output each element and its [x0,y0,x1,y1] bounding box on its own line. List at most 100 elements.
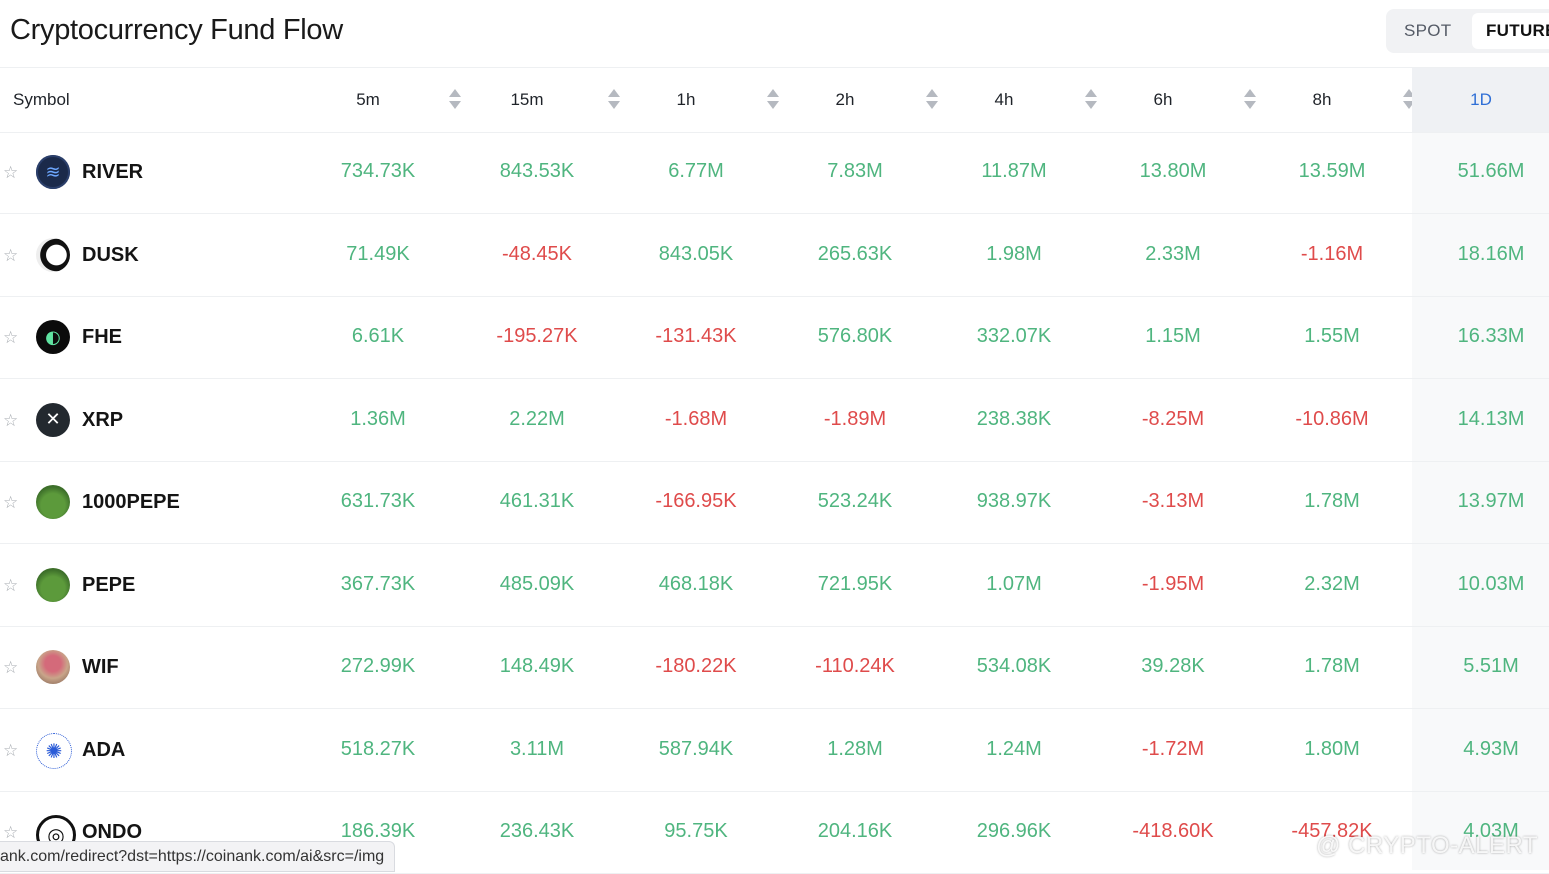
futures-tab[interactable]: FUTURES [1472,13,1549,49]
column-header-6h[interactable]: 6h [1113,68,1272,132]
flow-value-1h: -131.43K [655,325,737,347]
symbol-name[interactable]: 1000PEPE [82,491,180,513]
flow-value-2h: 204.16K [817,820,893,842]
symbol-name[interactable]: RIVER [82,161,144,183]
pepe-frog-icon [36,485,70,519]
flow-value-4h: 296.96K [976,820,1052,842]
favorite-star-icon[interactable]: ☆ [3,823,19,842]
flow-value-1d: 13.97M [1457,490,1525,512]
sort-down-icon [608,101,620,109]
column-header-1d[interactable]: 1D [1412,68,1549,132]
table-header: Symbol 5m 15m 1h 2h 4h 6h 8h 1D [0,67,1549,133]
symbol-name[interactable]: ADA [82,738,126,761]
table-row[interactable]: ☆ DUSK 71.49K -48.45K 843.05K 265.63K 1.98M 2.3… [0,214,1549,297]
column-header-5m[interactable]: 5m [318,68,477,132]
sort-up-icon [1403,89,1415,97]
sort-arrows-icon[interactable] [449,89,461,111]
sort-arrows-icon[interactable] [767,89,779,111]
wif-dog-icon [36,650,70,684]
column-header-2h[interactable]: 2h [795,68,954,132]
flow-value-8h: 1.78M [1304,655,1360,677]
flow-value-1h: 843.05K [658,242,734,265]
flow-value-2h: -1.89M [823,407,887,430]
flow-value-1d: 18.16M [1457,242,1525,265]
sort-up-icon [608,89,620,97]
favorite-star-icon[interactable]: ☆ [3,163,19,182]
flow-value-15m: 236.43K [499,820,575,842]
column-header-label: 6h [1153,90,1173,109]
flow-value-2h: 576.80K [817,325,893,347]
flow-value-1h: 587.94K [658,737,734,760]
favorite-star-icon[interactable]: ☆ [3,328,19,347]
flow-value-5m: 6.61K [351,325,405,347]
flow-value-1d: 16.33M [1457,325,1525,347]
symbol-name[interactable]: XRP [82,408,124,431]
favorite-star-icon[interactable]: ☆ [3,245,19,265]
symbol-name[interactable]: DUSK [82,243,139,266]
table-row[interactable]: ☆ ✕ XRP 1.36M 2.22M -1.68M -1.89M 238.38K -8.25M… [0,379,1549,462]
flow-value-6h: -1.95M [1141,572,1205,595]
column-header-label: 1h [676,90,696,109]
favorite-star-icon[interactable]: ☆ [3,658,19,677]
flow-value-15m: 461.31K [499,490,575,512]
dusk-coin-icon [36,237,70,272]
flow-value-8h: 13.59M [1298,160,1366,182]
table-row[interactable]: ☆ PEPE 367.73K 485.09K 468.18K 721.95K 1.07M -1… [0,544,1549,627]
symbol-name[interactable]: PEPE [82,573,136,596]
table-row[interactable]: ☆ 1000PEPE 631.73K 461.31K -166.95K 523.24K 93… [0,461,1549,544]
sort-down-icon [926,101,938,109]
flow-value-1d: 51.66M [1457,160,1525,182]
table-row[interactable]: ☆ WIF 272.99K 148.49K -180.22K -110.24K 534.08… [0,626,1549,709]
flow-value-1d: 4.93M [1463,737,1519,760]
flow-value-15m: 3.11M [509,737,565,760]
flow-value-5m: 367.73K [340,572,416,595]
sort-up-icon [449,89,461,97]
column-header-8h[interactable]: 8h [1272,68,1431,132]
favorite-star-icon[interactable]: ☆ [3,740,19,760]
flow-value-2h: 721.95K [817,572,893,595]
flow-value-2h: 265.63K [817,242,893,265]
column-header-15m[interactable]: 15m [477,68,636,132]
page-title: Cryptocurrency Fund Flow [10,14,343,46]
xrp-coin-icon: ✕ [36,402,70,437]
favorite-star-icon[interactable]: ☆ [3,493,19,512]
symbol-name[interactable]: WIF [82,656,119,678]
flow-value-1h: -1.68M [664,407,728,430]
table-row[interactable]: ☆ ≋ RIVER 734.73K 843.53K 6.77M 7.83M 11.87M 13.… [0,131,1549,214]
flow-value-15m: 843.53K [499,160,575,182]
flow-value-15m: 148.49K [499,655,575,677]
symbol-name[interactable]: ONDO [82,821,142,843]
flow-value-5m: 734.73K [340,160,416,182]
flow-value-5m: 1.36M [350,407,406,430]
table-row[interactable]: ☆ ✺ ADA 518.27K 3.11M 587.94K 1.28M 1.24M -1.72M… [0,709,1549,792]
flow-value-5m: 272.99K [340,655,416,677]
flow-value-4h: 11.87M [981,160,1047,182]
sort-arrows-icon[interactable] [608,89,620,111]
symbol-header[interactable]: Symbol [13,90,70,109]
flow-value-15m: -195.27K [496,325,578,347]
favorite-star-icon[interactable]: ☆ [3,575,19,595]
sort-down-icon [1085,101,1097,109]
favorite-star-icon[interactable]: ☆ [3,410,19,430]
flow-value-15m: 485.09K [499,572,575,595]
flow-value-6h: -8.25M [1141,407,1205,430]
flow-value-4h: 938.97K [976,490,1052,512]
flow-value-6h: -1.72M [1141,737,1205,760]
sort-arrows-icon[interactable] [1403,89,1415,111]
sort-arrows-icon[interactable] [926,89,938,111]
flow-value-6h: 39.28K [1141,655,1205,677]
column-header-4h[interactable]: 4h [954,68,1113,132]
spot-tab[interactable]: SPOT [1404,21,1452,40]
table-row[interactable]: ☆ ◐ FHE 6.61K -195.27K -131.43K 576.80K 332.07K… [0,296,1549,379]
sort-down-icon [1403,101,1415,109]
flow-value-2h: 523.24K [817,490,893,512]
flow-value-4h: 238.38K [976,407,1052,430]
symbol-name[interactable]: FHE [82,326,122,348]
sort-down-icon [449,101,461,109]
sort-arrows-icon[interactable] [1085,89,1097,111]
flow-value-1h: 468.18K [658,572,734,595]
table-row[interactable]: ☆ ◎ ONDO 186.39K 236.43K 95.75K 204.16K 296.96K… [0,791,1549,874]
column-header-1h[interactable]: 1h [636,68,795,132]
flow-value-2h: 1.28M [827,737,883,760]
sort-arrows-icon[interactable] [1244,89,1256,111]
